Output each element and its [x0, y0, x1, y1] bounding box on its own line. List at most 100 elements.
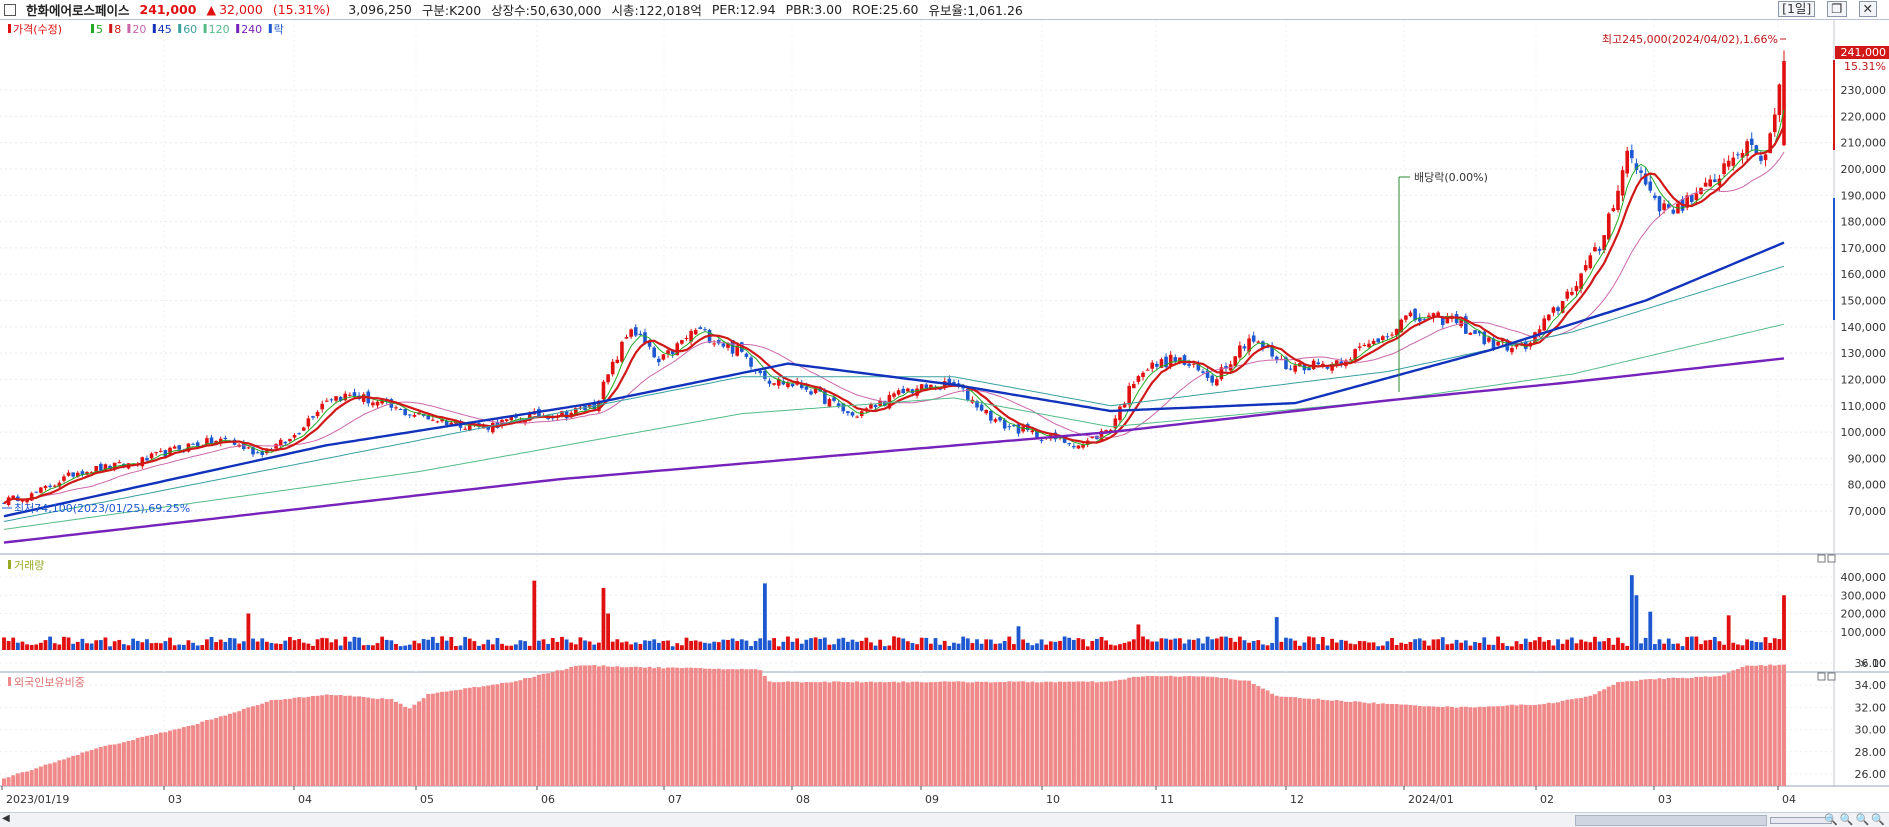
close-icon[interactable]: ✕ [1858, 1, 1877, 17]
foreign-bar [343, 695, 348, 786]
foreign-bar [1680, 677, 1685, 786]
foreign-bar [1357, 701, 1362, 786]
foreign-bar [1168, 675, 1173, 786]
foreign-bar [274, 699, 279, 786]
volume-bar [426, 639, 431, 650]
foreign-bar [1062, 681, 1067, 786]
foreign-bar [426, 693, 431, 786]
scroll-thumb[interactable] [1575, 815, 1767, 826]
zoom-icons[interactable]: 🔍🔍🔍🔍 [1824, 813, 1887, 826]
foreign-bar [753, 669, 758, 786]
volume-bar [924, 637, 929, 650]
panel-close-icon [1827, 672, 1836, 681]
volume-bar [463, 636, 468, 650]
foreign-bar [1205, 676, 1210, 786]
candle-body [1316, 362, 1321, 365]
volume-bar [661, 641, 666, 650]
candle-body [901, 388, 906, 394]
period-button[interactable]: [1일] [1778, 1, 1816, 17]
volume-bar [440, 636, 444, 650]
foreign-bar [85, 751, 90, 786]
volume-bar [43, 640, 48, 650]
volume-unit-label: × 10 [1859, 657, 1886, 670]
candle-body [1560, 300, 1565, 313]
foreign-bar [988, 682, 993, 786]
volume-bar [269, 642, 274, 650]
candle-body [670, 350, 675, 355]
volume-bar [20, 641, 25, 650]
foreign-bar [329, 694, 334, 786]
stock-chart[interactable]: 230,000 220,000 210,000 200,000 190,000 180,0… [0, 20, 1889, 812]
foreign-bar [1085, 681, 1090, 786]
foreign-bar [1210, 676, 1215, 786]
candle-body [1703, 182, 1708, 187]
candle-body [643, 332, 647, 344]
restore-icon[interactable]: ❐ [1827, 1, 1847, 17]
last-price-tag [1835, 46, 1889, 59]
candle-body [735, 345, 740, 356]
foreign-bar [1777, 664, 1782, 786]
foreign-bar [1021, 681, 1026, 786]
foreign-bar [808, 682, 813, 786]
foreign-bar [712, 668, 717, 786]
volume-bar [1408, 642, 1413, 650]
candle-body [306, 418, 311, 427]
candle-body [1772, 114, 1777, 133]
candle-body [1201, 371, 1205, 373]
foreign-bar [1473, 707, 1478, 786]
foreign-bar [463, 688, 468, 786]
candle-body [827, 399, 832, 407]
foreign-bar [947, 681, 952, 786]
foreign-bar [1542, 703, 1547, 786]
foreign-bar [57, 760, 62, 786]
window-controls: [1일] ❐ ✕ [1778, 1, 1887, 17]
volume-bar [246, 613, 251, 650]
foreign-bar [1380, 703, 1385, 786]
volume-legend-label: 거래량 [14, 559, 44, 572]
foreign-tick-label: 30.00 [1855, 724, 1887, 737]
candle-body [1740, 152, 1745, 158]
foreign-bar [633, 666, 638, 786]
foreign-bar [804, 682, 809, 786]
foreign-bar [301, 697, 306, 786]
horizontal-scrollbar[interactable]: ◀ 🔍🔍🔍🔍 [0, 812, 1889, 827]
volume-bar [947, 645, 952, 650]
foreign-bar [89, 750, 94, 786]
foreign-bar [292, 697, 297, 786]
foreign-bar [264, 701, 269, 786]
volume-bar [809, 638, 813, 650]
volume-bar [177, 644, 182, 650]
scroll-left-icon[interactable]: ◀ [2, 813, 10, 824]
foreign-bar [1519, 704, 1524, 786]
volume-bar [1154, 641, 1159, 650]
candle-body [486, 426, 490, 430]
foreign-bar [629, 666, 634, 786]
volume-bar [1486, 644, 1491, 650]
foreign-bar [15, 773, 20, 786]
volume-bar [942, 640, 947, 650]
foreign-bar [785, 681, 790, 786]
volume-tick-label: 200,000 [1841, 608, 1887, 621]
volume-bar [1131, 639, 1136, 650]
candle-body [1330, 364, 1334, 371]
select-checkbox[interactable] [4, 3, 16, 16]
candle-body [1464, 316, 1468, 334]
candle-body [1422, 319, 1427, 321]
candle-body [809, 391, 813, 395]
candle-body [1588, 255, 1593, 269]
stock-name[interactable]: 한화에어로스페이스 [26, 3, 130, 18]
price-tick-label: 190,000 [1841, 189, 1887, 202]
legend-label: 5 [96, 23, 103, 36]
volume-bar [1473, 642, 1477, 650]
candle-body [1394, 328, 1399, 336]
foreign-bar [1242, 680, 1247, 786]
foreign-bar [1173, 676, 1178, 786]
volume-bar [11, 637, 16, 650]
candle-body [1482, 331, 1487, 345]
candle-body [896, 390, 901, 395]
volume-bar [583, 640, 587, 650]
zoom-slider[interactable] [1770, 817, 1832, 824]
foreign-bar [1177, 676, 1182, 786]
candle-body [1676, 203, 1680, 214]
foreign-bar [1708, 676, 1713, 786]
